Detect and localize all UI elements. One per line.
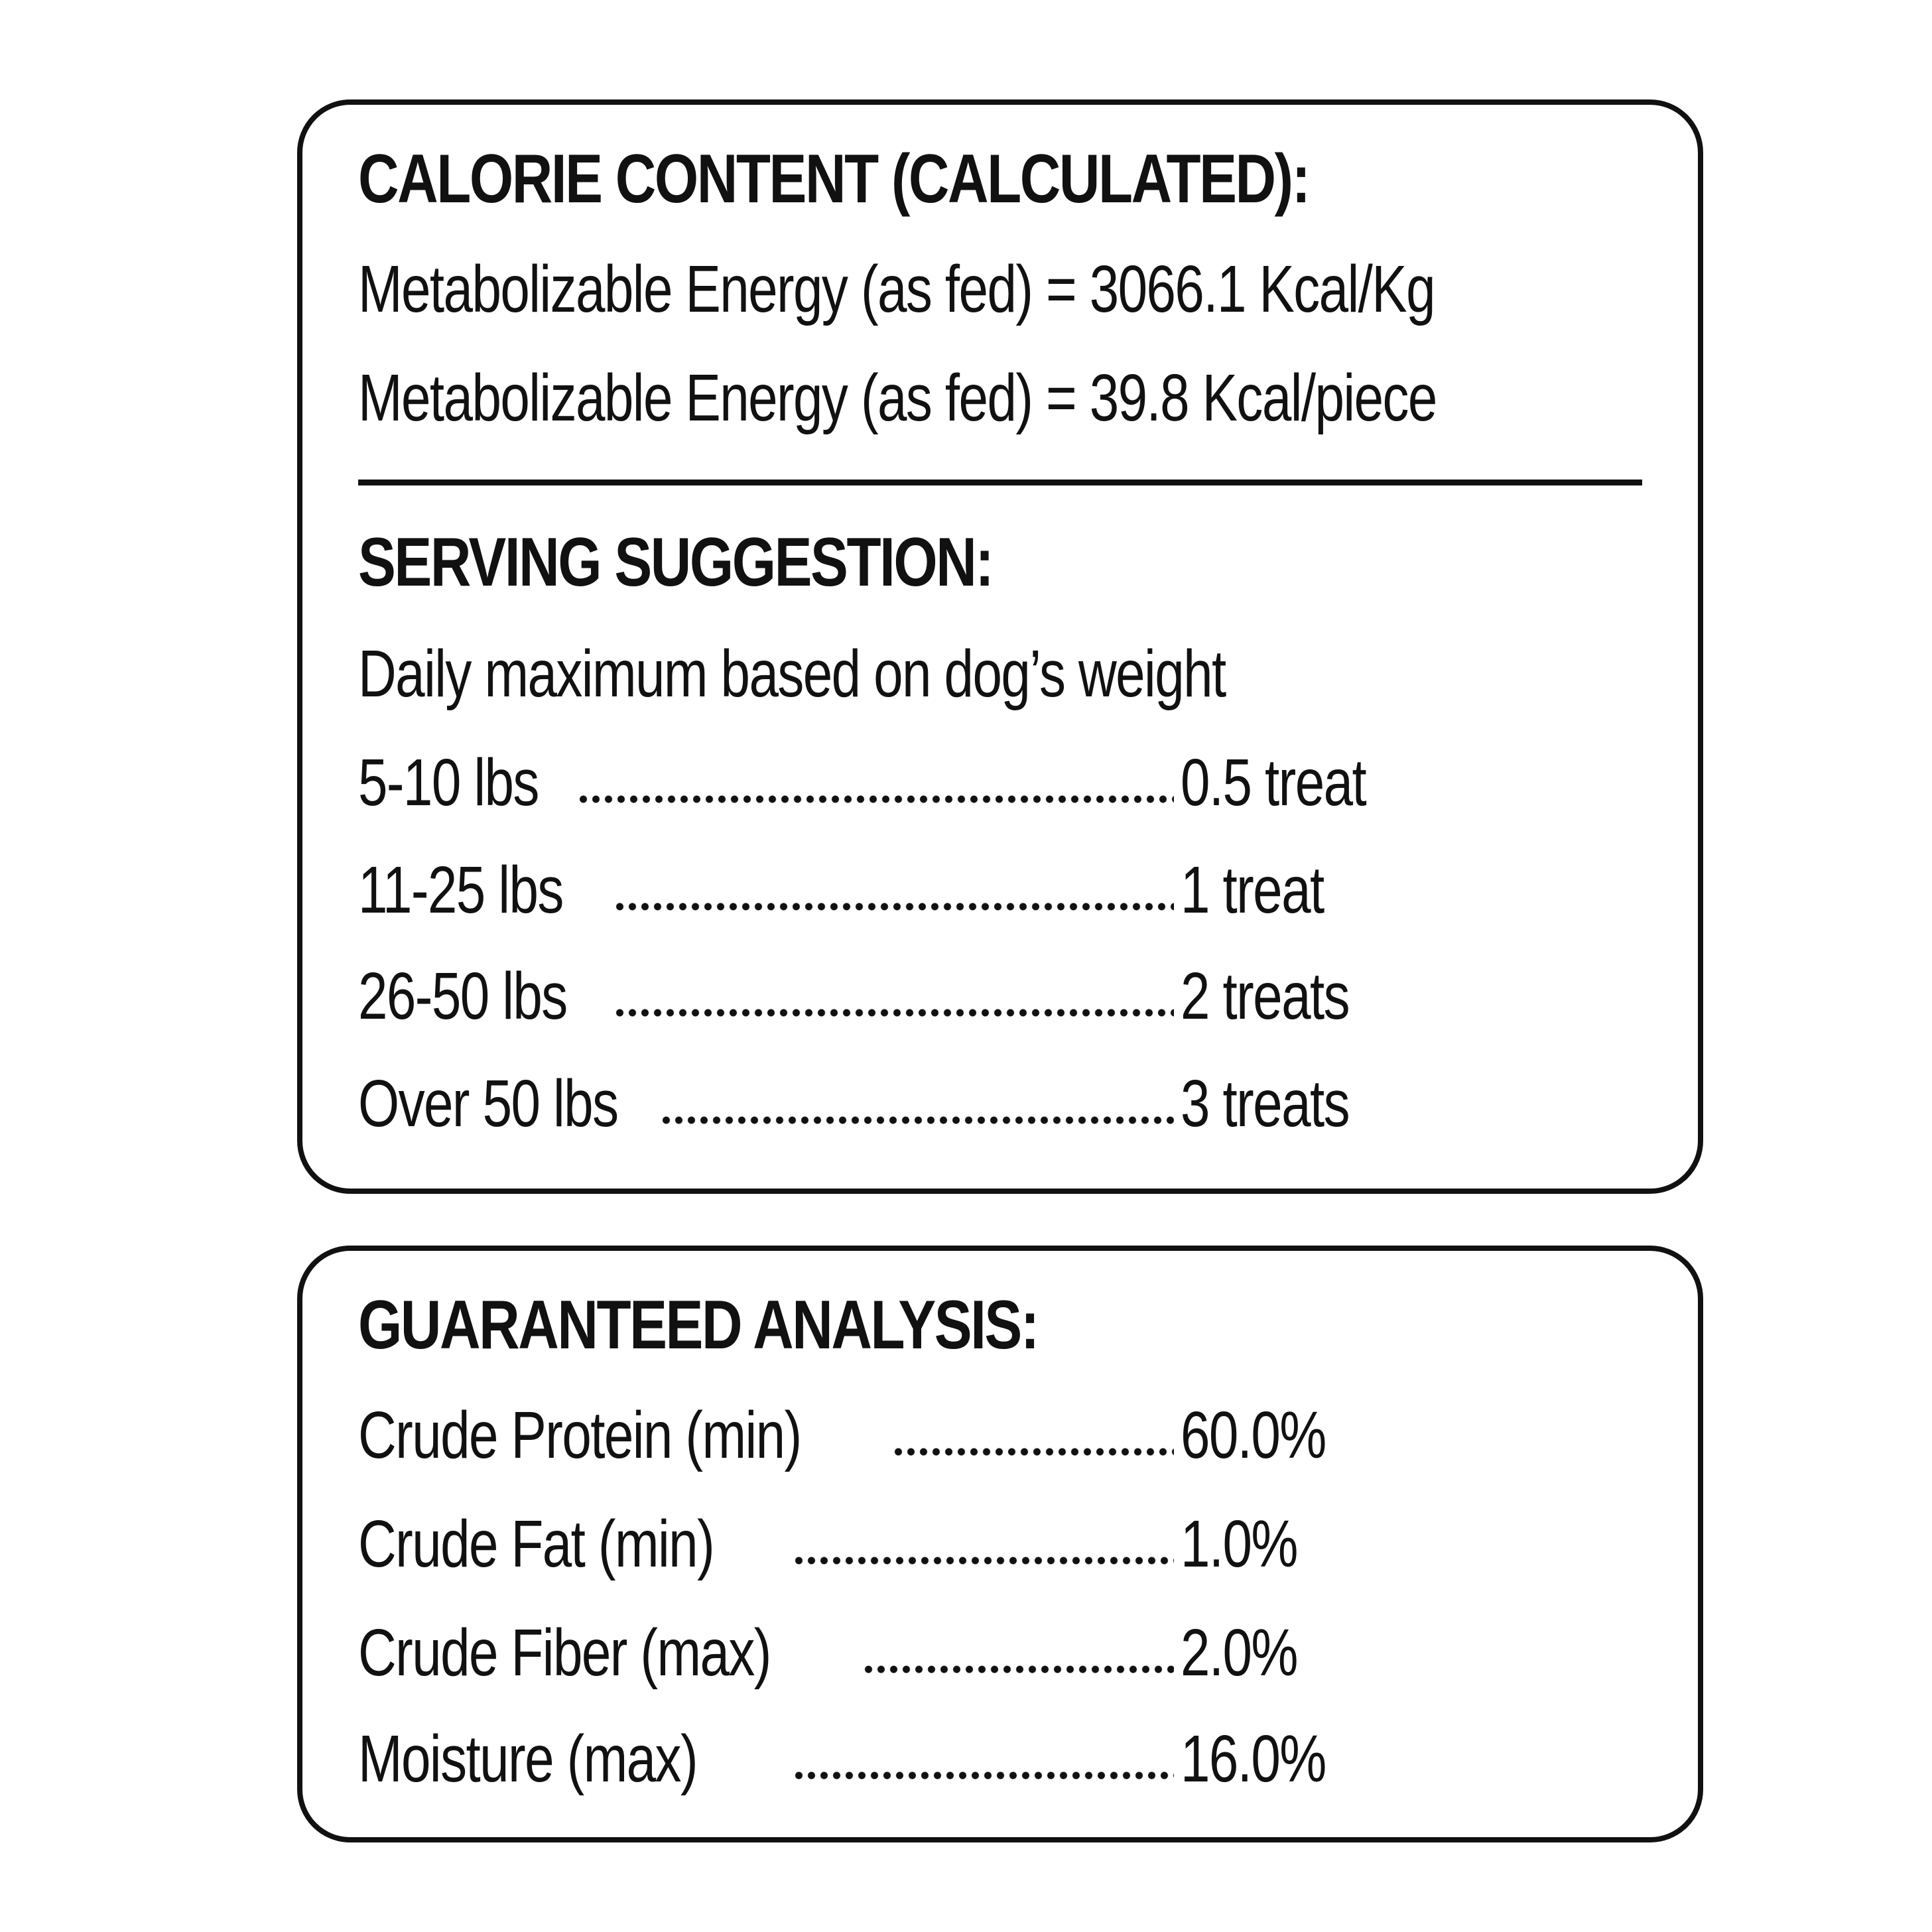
section-divider (358, 480, 1642, 485)
dot-leader (793, 1556, 1174, 1565)
metabolizable-energy-per-kg: Metabolizable Energy (as fed) = 3066.1 K… (358, 252, 1436, 326)
dot-leader (862, 1665, 1174, 1674)
analysis-row: Crude Fiber (max) 2.0% (358, 1613, 1653, 1693)
guaranteed-analysis-panel: GUARANTEED ANALYSIS: Crude Protein (min)… (297, 1246, 1703, 1842)
nutrient-value: 16.0% (1181, 1722, 1326, 1796)
serving-row: 26-50 lbs 2 treats (358, 956, 1653, 1036)
dot-leader (660, 1116, 1174, 1125)
analysis-row: Crude Fat (min) 1.0% (358, 1504, 1653, 1584)
dot-leader (613, 1008, 1174, 1017)
serving-weight-label: 11-25 lbs (358, 853, 564, 927)
serving-suggestion-heading: SERVING SUGGESTION: (358, 524, 994, 601)
guaranteed-analysis-heading: GUARANTEED ANALYSIS: (358, 1287, 1039, 1364)
nutrient-value: 1.0% (1181, 1507, 1299, 1581)
nutrient-value: 2.0% (1181, 1616, 1299, 1690)
calorie-content-heading: CALORIE CONTENT (CALCULATED): (358, 141, 1311, 218)
dot-leader (793, 1771, 1174, 1780)
serving-amount-value: 2 treats (1181, 959, 1350, 1033)
serving-amount-value: 0.5 treat (1181, 745, 1367, 820)
analysis-row: Crude Protein (min) 60.0% (358, 1395, 1653, 1475)
metabolizable-energy-per-piece: Metabolizable Energy (as fed) = 39.8 Kca… (358, 361, 1437, 435)
nutrient-label: Moisture (max) (358, 1722, 698, 1796)
dot-leader (577, 795, 1174, 804)
calorie-serving-panel: CALORIE CONTENT (CALCULATED): Metaboliza… (297, 99, 1703, 1194)
nutrient-label: Crude Protein (min) (358, 1398, 802, 1472)
nutrient-label: Crude Fat (min) (358, 1507, 715, 1581)
analysis-row: Moisture (max) 16.0% (358, 1719, 1653, 1799)
serving-amount-value: 3 treats (1181, 1066, 1350, 1141)
serving-row: Over 50 lbs 3 treats (358, 1064, 1653, 1143)
serving-weight-label: 5-10 lbs (358, 745, 539, 820)
serving-amount-value: 1 treat (1181, 853, 1324, 927)
dot-leader (613, 902, 1174, 911)
nutrient-value: 60.0% (1181, 1398, 1326, 1472)
serving-row: 5-10 lbs 0.5 treat (358, 743, 1653, 822)
serving-row: 11-25 lbs 1 treat (358, 850, 1653, 930)
dot-leader (892, 1447, 1174, 1456)
serving-weight-label: 26-50 lbs (358, 959, 568, 1033)
serving-intro-text: Daily maximum based on dog’s weight (358, 637, 1226, 711)
nutrient-label: Crude Fiber (max) (358, 1616, 771, 1690)
serving-weight-label: Over 50 lbs (358, 1066, 619, 1141)
